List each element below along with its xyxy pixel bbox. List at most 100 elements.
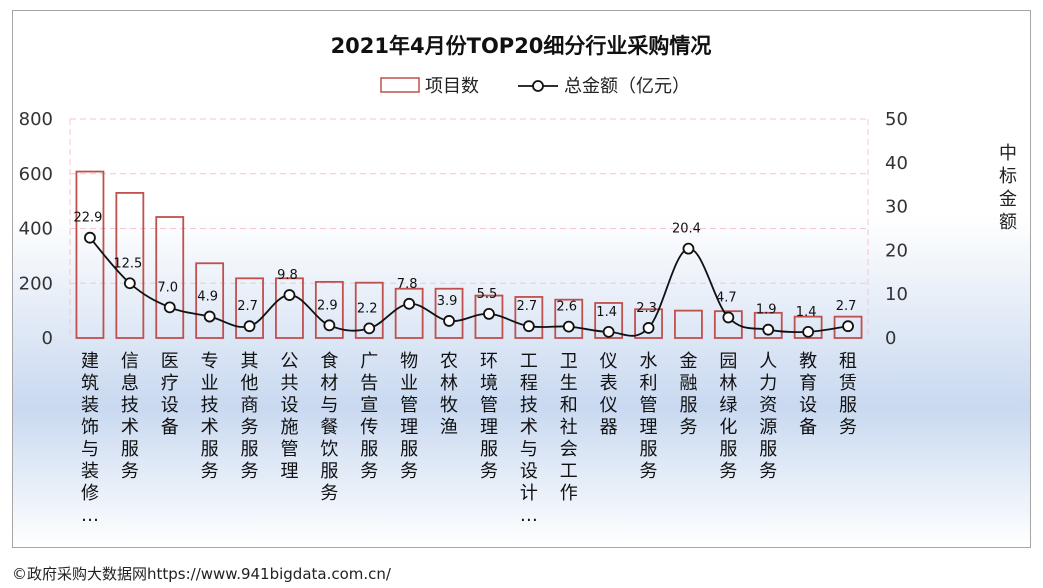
bar [354, 281, 384, 339]
x-tick-label: 物 [400, 351, 418, 372]
y-left-tick: 200 [19, 273, 53, 294]
data-label: 9.8 [277, 268, 298, 283]
y-right-tick: 30 [885, 197, 908, 218]
x-tick-label: 饮 [320, 439, 338, 460]
data-label: 2.9 [317, 298, 338, 313]
legend-bar-swatch [380, 77, 420, 93]
data-label: 1.9 [756, 303, 777, 318]
x-tick-label: 装 [81, 461, 99, 482]
x-tick-label: 水 [640, 351, 658, 372]
x-tick-label: 园 [719, 351, 737, 372]
line-point [323, 319, 336, 332]
x-tick-label: 服 [360, 439, 378, 460]
x-tick-label: 管 [400, 395, 418, 416]
x-tick-label: 施 [280, 417, 298, 438]
x-tick-label: 备 [161, 417, 179, 438]
x-tick-label: 金 [679, 351, 697, 372]
bar [434, 287, 464, 339]
data-label: 7.0 [157, 280, 178, 295]
x-tick-label: 共 [280, 373, 298, 394]
x-tick-label: 作 [560, 483, 578, 504]
x-tick-label: 术 [520, 417, 538, 438]
x-tick-label: 餐 [320, 417, 338, 438]
x-tick-label: 管 [280, 439, 298, 460]
x-tick-label: 服 [201, 439, 219, 460]
line-point [243, 320, 256, 333]
x-tick-label: 筑 [81, 373, 99, 394]
x-tick-label: 服 [400, 439, 418, 460]
x-tick-label: 技 [121, 395, 139, 416]
x-tick-label: 公 [280, 351, 298, 372]
x-tick-label: 教 [799, 351, 817, 372]
legend-line-marker [532, 80, 544, 92]
bar [195, 262, 225, 339]
x-tick-label: 务 [759, 461, 777, 482]
bar [394, 287, 424, 339]
y-right-tick: 50 [885, 109, 908, 130]
x-tick-label: 仪 [600, 351, 618, 372]
x-tick-label: 疗 [161, 373, 179, 394]
line-point [363, 322, 376, 335]
line-point [562, 320, 575, 333]
x-tick-label: 器 [600, 417, 618, 438]
x-tick-label: 务 [480, 461, 498, 482]
x-tick-label: 设 [280, 395, 298, 416]
chart-frame: 2021年4月份TOP20细分行业采购情况 项目数 总金额（亿元） 0 200 400 60… [12, 10, 1031, 548]
x-tick-label: 医 [161, 351, 179, 372]
x-tick-label: 服 [719, 439, 737, 460]
data-label: 2.7 [517, 299, 538, 314]
y-right-label-char: 标 [999, 166, 1017, 187]
x-tick-label: 融 [679, 373, 697, 394]
x-tick-label: 务 [241, 461, 259, 482]
x-tick-label: 服 [320, 461, 338, 482]
x-tick-label: 源 [759, 417, 777, 438]
y-left-tick: 600 [19, 164, 53, 185]
y-right-label-char: 中 [999, 143, 1017, 164]
x-tick-label: 理 [640, 417, 658, 438]
line-point [522, 320, 535, 333]
bar [833, 315, 863, 339]
x-tick-label: … [81, 505, 99, 526]
bar [793, 315, 823, 339]
x-tick-label: 设 [799, 395, 817, 416]
x-tick-label: 租 [839, 351, 857, 372]
data-label: 1.4 [596, 305, 617, 320]
x-tick-label: 修 [81, 483, 99, 504]
data-label: 2.6 [556, 300, 577, 315]
data-label: 1.4 [796, 305, 817, 320]
data-label: 2.7 [836, 299, 857, 314]
x-tick-label: 宣 [360, 395, 378, 416]
x-tick-label: 农 [440, 351, 458, 372]
x-tick-label: 务 [241, 417, 259, 438]
line-point [283, 289, 296, 301]
x-tick-label: 技 [201, 395, 219, 416]
x-tick-label: 社 [560, 417, 578, 438]
x-tick-label: 化 [719, 417, 737, 438]
line-point [602, 325, 615, 338]
x-tick-label: 理 [280, 461, 298, 482]
line-point [722, 311, 735, 324]
x-tick-label: 程 [520, 373, 538, 394]
x-tick-label: 他 [241, 373, 259, 394]
x-tick-label: 理 [400, 417, 418, 438]
x-tick-label: 生 [560, 373, 578, 394]
x-tick-label: 林 [440, 373, 458, 394]
x-tick-label: 仪 [600, 395, 618, 416]
bar [554, 298, 584, 339]
x-tick-label: 绿 [719, 395, 737, 416]
data-label: 7.8 [397, 277, 418, 292]
y-left-tick: 400 [19, 219, 53, 240]
x-tick-label: 务 [719, 461, 737, 482]
x-tick-label: 传 [360, 417, 378, 438]
bar [594, 302, 624, 339]
x-tick-label: 业 [400, 373, 418, 394]
x-tick-label: 息 [121, 373, 139, 394]
x-tick-label: 渔 [440, 417, 458, 438]
bar [674, 309, 703, 339]
x-tick-label: 育 [799, 373, 817, 394]
data-label: 12.5 [113, 256, 142, 271]
x-tick-label: 业 [201, 373, 219, 394]
x-tick-label: 服 [679, 395, 697, 416]
x-tick-label: 服 [241, 439, 259, 460]
